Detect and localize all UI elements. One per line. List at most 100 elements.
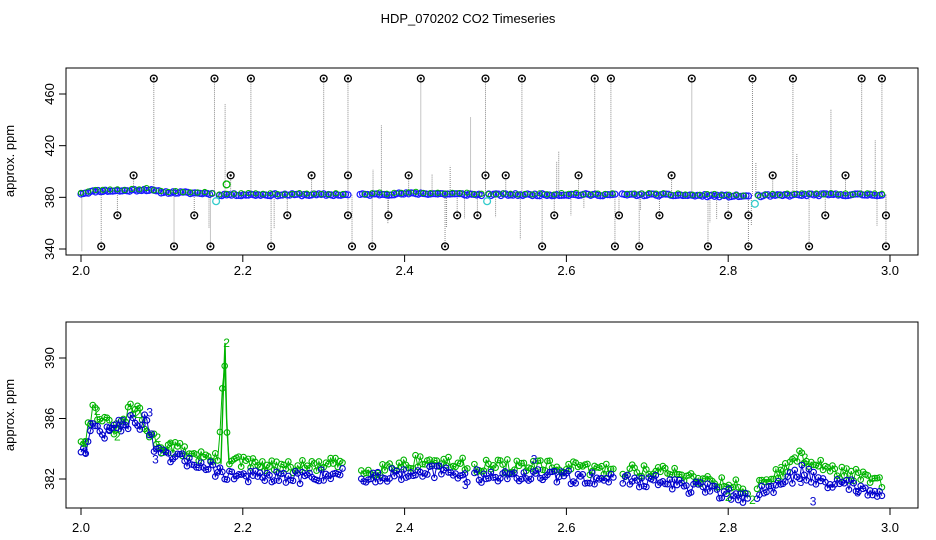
chart-title: HDP_070202 CO2 Timeseries <box>381 11 556 26</box>
series-point-3 <box>202 466 210 474</box>
series-point-green <box>871 190 878 197</box>
series-point-3 <box>610 474 617 481</box>
outlier-point-core <box>249 77 253 80</box>
series-point-3 <box>270 477 278 484</box>
series-point-3 <box>120 421 127 429</box>
outlier-point-core <box>419 77 422 80</box>
series-point-green <box>143 184 150 192</box>
series-point-green <box>878 190 886 197</box>
series-point-2 <box>193 451 200 458</box>
series-point-2 <box>610 465 617 473</box>
series-label-2: 2 <box>223 336 230 350</box>
series-point-green <box>791 190 798 198</box>
series-label-3: 3 <box>87 418 94 432</box>
outlier-point-core <box>824 214 827 217</box>
series-point-green <box>376 189 383 196</box>
series-point-3 <box>317 466 325 473</box>
series-point-3 <box>511 469 518 477</box>
series-point-3 <box>395 470 403 478</box>
outlier-point-core <box>310 174 313 177</box>
series-point-green <box>514 191 521 198</box>
outlier-point-core <box>884 214 888 217</box>
series-label-3: 3 <box>215 463 222 477</box>
outlier-point-core <box>322 77 325 80</box>
series-point <box>436 189 444 198</box>
series-point-3 <box>718 494 726 502</box>
series-point-3 <box>732 490 740 497</box>
series-point-2 <box>518 459 525 467</box>
x-tick-label-top: 2.0 <box>72 263 90 278</box>
series-point-3 <box>209 461 217 469</box>
series-point-green <box>536 190 543 197</box>
series-point-green <box>252 190 259 197</box>
series-point-2 <box>327 454 335 462</box>
series-point-green <box>798 190 805 197</box>
series-point <box>773 191 782 199</box>
series-point-3 <box>124 425 132 433</box>
series-point <box>448 190 456 198</box>
series-point-2 <box>718 474 726 481</box>
series-point-2 <box>306 465 313 472</box>
series-point-3 <box>138 421 146 429</box>
series-point-2 <box>767 475 775 483</box>
series-point-3 <box>428 462 436 470</box>
x-tick-label-bottom: 2.4 <box>396 520 414 535</box>
series-label-2: 2 <box>725 490 732 504</box>
series-point-green <box>638 190 645 197</box>
series-point-3 <box>699 483 707 491</box>
series-point <box>625 190 634 198</box>
series-label-3: 3 <box>82 445 89 459</box>
outlier-point-core <box>116 214 119 217</box>
series-point-green <box>245 190 252 197</box>
series-point-3 <box>112 424 120 432</box>
series-point-2 <box>379 461 386 468</box>
series-point-green <box>820 191 827 198</box>
series-point-green <box>718 192 725 199</box>
y-tick-label-top: 420 <box>42 135 57 157</box>
series-point-2 <box>544 457 551 465</box>
outlier-point <box>550 211 559 220</box>
series-point-2 <box>831 465 839 473</box>
series-point-3 <box>228 468 236 476</box>
series-label-2: 2 <box>155 431 162 445</box>
series-point-2 <box>91 404 99 411</box>
series-point-3 <box>796 475 803 483</box>
series-point <box>681 191 689 200</box>
series-point-2 <box>534 457 542 465</box>
series-point-2 <box>176 439 184 447</box>
series-point-3 <box>713 486 721 493</box>
series-point-3 <box>80 444 87 452</box>
series-point-3 <box>553 478 561 486</box>
series-point <box>674 191 682 199</box>
series-label-3: 3 <box>854 486 861 500</box>
series-point-3 <box>579 470 587 478</box>
outlier-point-core <box>172 245 176 248</box>
outlier-point-core <box>613 245 617 248</box>
series-point <box>397 190 405 198</box>
outlier-point <box>473 211 482 220</box>
series-point-3 <box>244 478 252 486</box>
series-point-green <box>274 190 281 198</box>
series-point-green <box>711 190 718 198</box>
series-label-2: 2 <box>777 461 784 475</box>
outlier-point <box>347 242 357 251</box>
outlier-point <box>744 211 753 220</box>
series-point-2 <box>287 463 294 471</box>
series-point-3 <box>275 477 283 485</box>
series-point <box>176 188 185 196</box>
series-point-green <box>114 186 121 193</box>
series-label-2: 2 <box>82 436 89 450</box>
outlier-point-core <box>553 214 556 217</box>
plot-frame-top <box>65 67 919 256</box>
series-point-green <box>201 188 208 196</box>
series-point-3 <box>487 468 495 476</box>
series-point-2 <box>416 453 424 461</box>
outlier-point <box>703 242 713 251</box>
series-point-green <box>602 190 609 198</box>
outlier-point <box>788 74 797 83</box>
series-point-green <box>383 190 390 197</box>
series-point-3 <box>430 474 438 482</box>
series-point-3 <box>798 461 806 469</box>
series-point-3 <box>473 466 481 473</box>
